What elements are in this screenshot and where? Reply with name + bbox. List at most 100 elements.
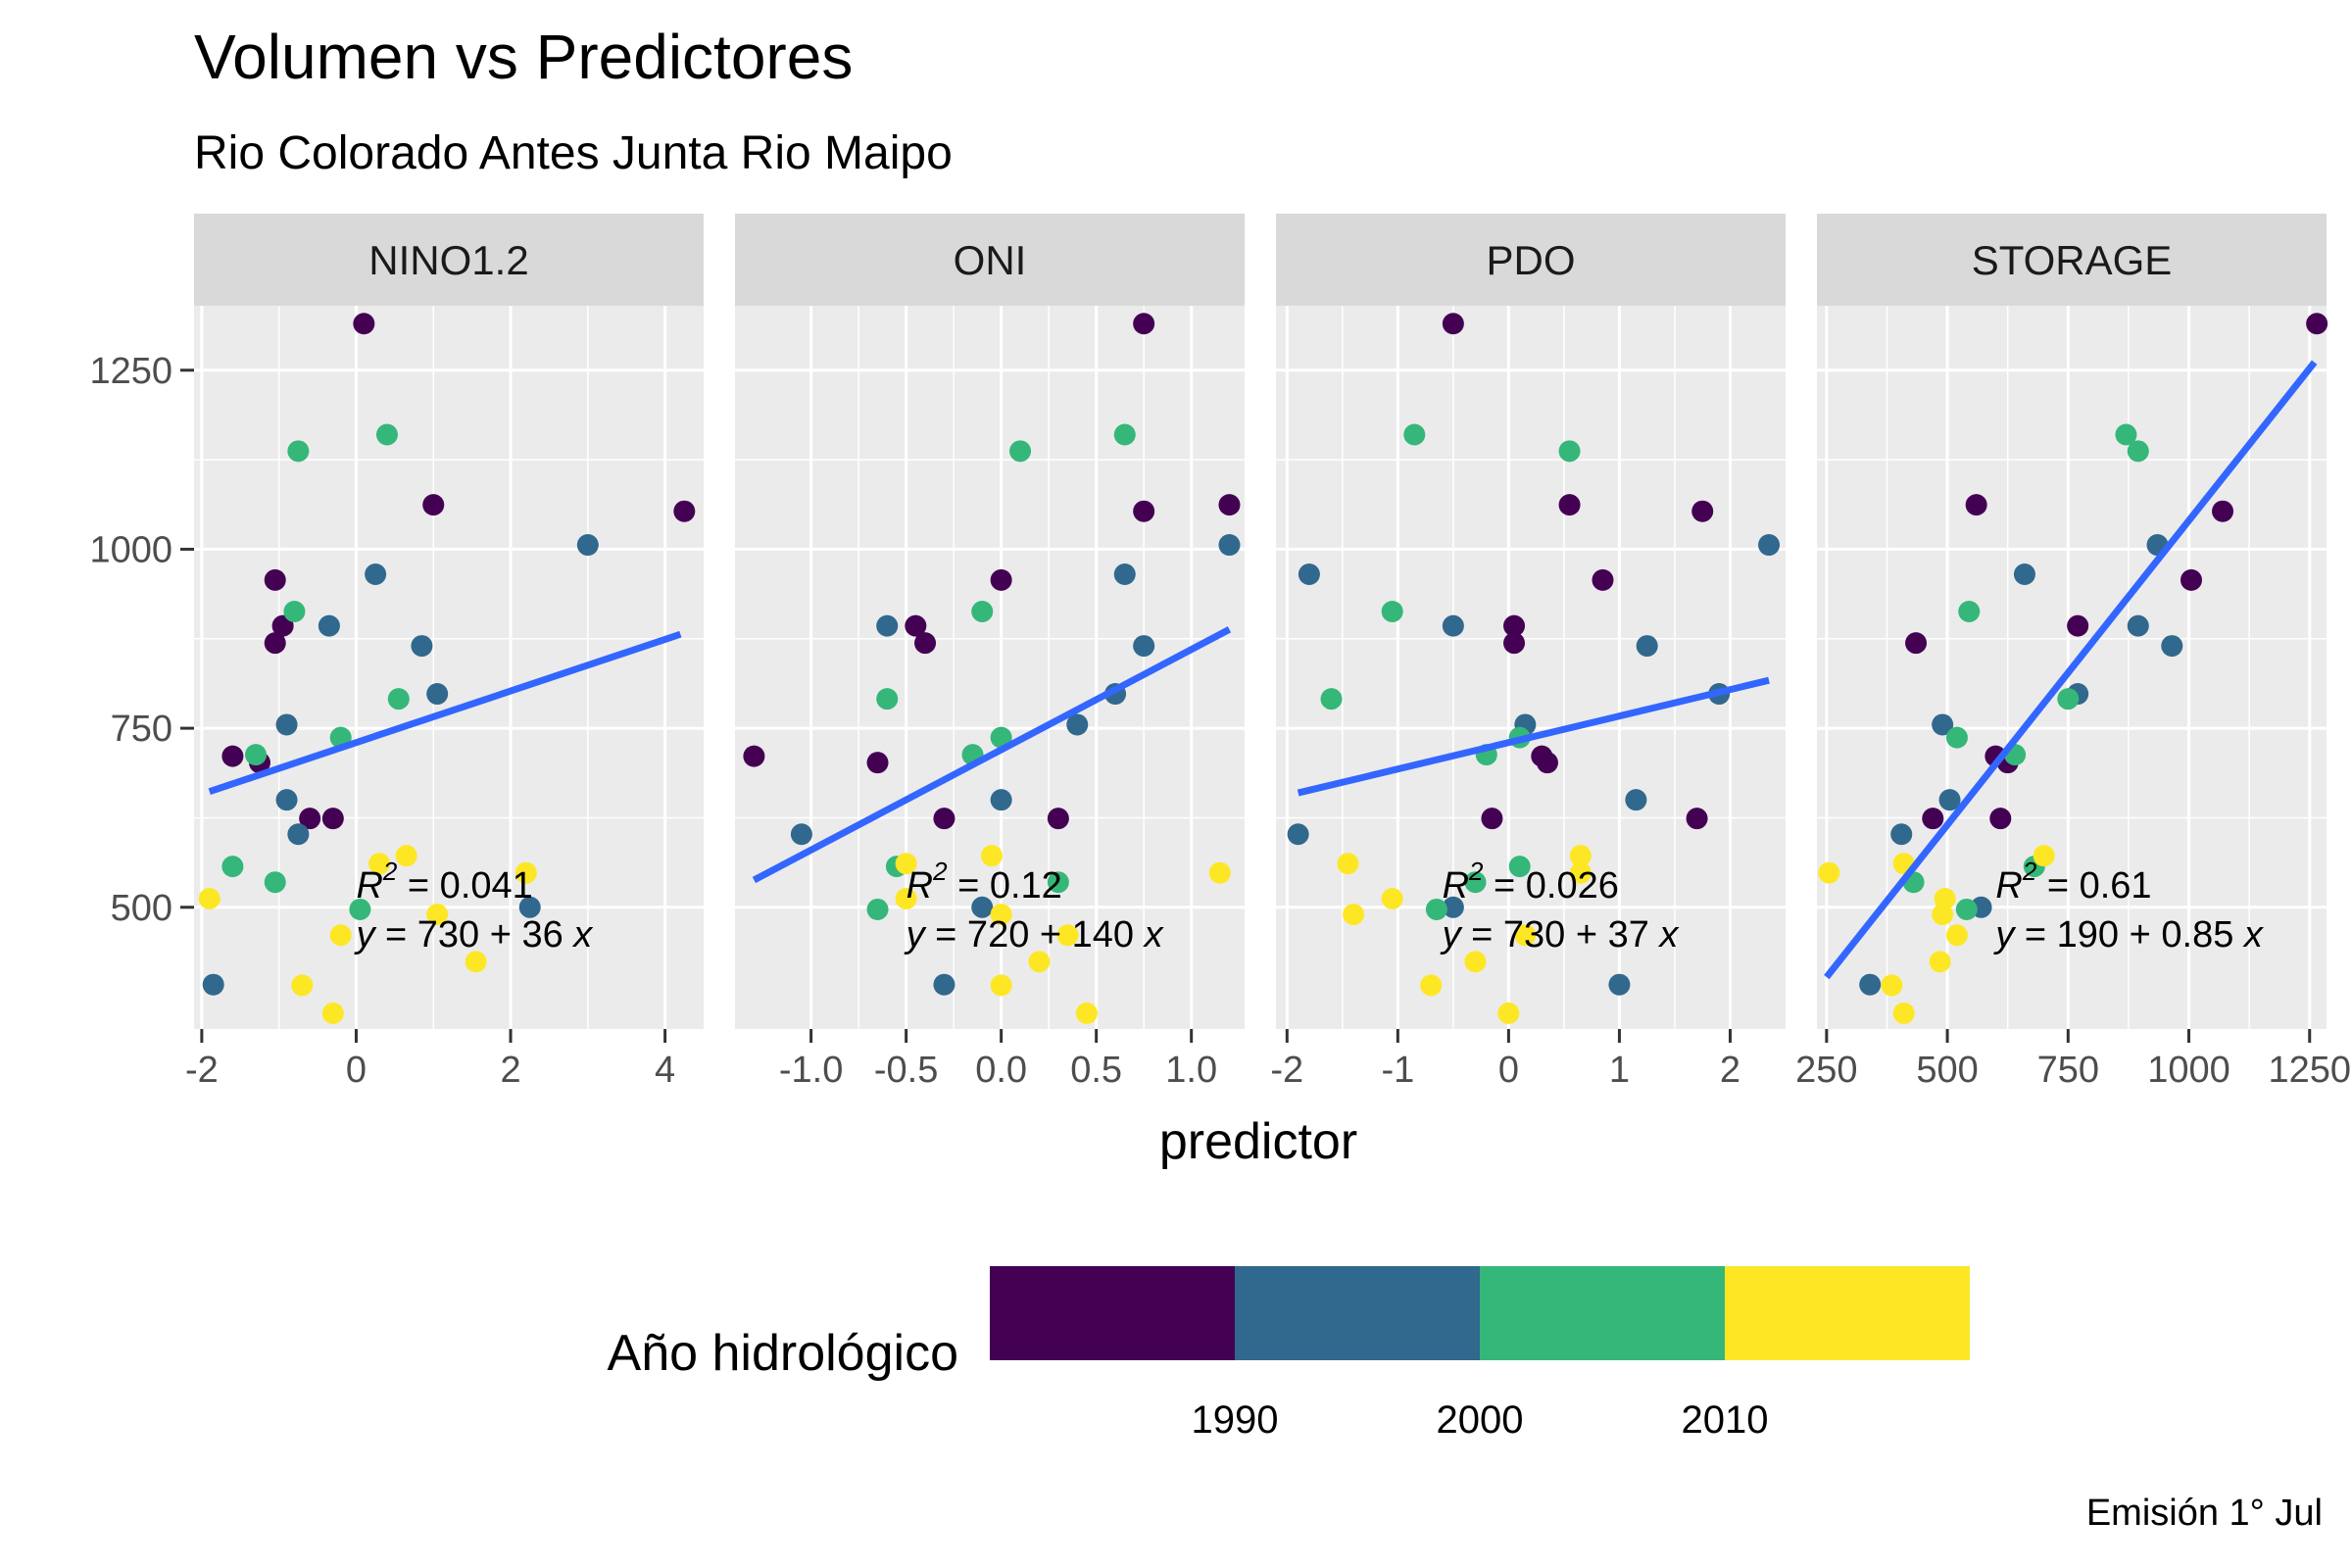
- scatter-point: [1569, 845, 1592, 867]
- scatter-point: [1381, 888, 1403, 910]
- scatter-point: [465, 951, 487, 973]
- panel-storage: STORAGE 250 500 750 1000 1250 R2 = 0.61 y = 190…: [1795, 214, 2351, 1091]
- scatter-point: [990, 568, 1012, 591]
- scatter-point: [1113, 423, 1136, 446]
- equation-annotation: y = 190 + 0.85 x: [1992, 914, 2265, 956]
- scatter-point: [426, 904, 449, 926]
- scatter-point: [1636, 635, 1658, 658]
- scatter-point: [1558, 440, 1581, 463]
- scatter-point: [1133, 500, 1155, 522]
- scatter-point: [1965, 494, 1987, 516]
- regression-line: [1824, 360, 2318, 980]
- scatter-point: [1425, 898, 1447, 920]
- x-tick-label: 1250: [2268, 1050, 2351, 1091]
- scatter-point: [1503, 614, 1526, 637]
- scatter-point: [291, 974, 314, 997]
- scatter-point: [990, 726, 1012, 749]
- y-tick-label: 750: [111, 709, 172, 750]
- scatter-point: [1945, 924, 1968, 947]
- scatter-point: [1945, 726, 1968, 749]
- scatter-point: [1133, 635, 1155, 658]
- x-tick-label: -1.0: [779, 1050, 843, 1091]
- y-tick-label: 500: [111, 888, 172, 929]
- legend-break-label: 2010: [1682, 1398, 1769, 1442]
- scatter-point: [1056, 924, 1079, 947]
- scatter-point: [1859, 973, 1882, 996]
- scatter-point: [1218, 494, 1241, 516]
- scatter-point: [1938, 789, 1961, 811]
- scatter-point: [1337, 853, 1359, 875]
- scatter-point: [1464, 951, 1487, 973]
- x-tick-label: 0.0: [975, 1050, 1027, 1091]
- scatter-point: [426, 683, 449, 706]
- scatter-point: [1608, 973, 1631, 996]
- x-tick-label: 0: [346, 1050, 367, 1091]
- panel-oni: ONI -1.0 -0.5 0.0 0.5 1.0 R2 = 0.12 y = 720 + 1…: [735, 214, 1245, 1091]
- scatter-point: [576, 534, 599, 557]
- legend-break-label: 2000: [1437, 1398, 1524, 1442]
- scatter-point: [971, 601, 994, 623]
- scatter-point: [1905, 632, 1928, 655]
- chart-title: Volumen vs Predictores: [194, 22, 853, 92]
- facet-strip: [1276, 214, 1786, 306]
- scatter-point: [2161, 635, 2183, 658]
- r2-annotation: R2 = 0.12: [906, 857, 1062, 906]
- scatter-point: [1592, 568, 1614, 591]
- x-tick-label: 1: [1609, 1050, 1630, 1091]
- scatter-point: [1514, 924, 1537, 947]
- scatter-point: [1958, 601, 1981, 623]
- scatter-point: [264, 632, 286, 655]
- scatter-point: [368, 853, 391, 875]
- x-tick-label: 0.5: [1070, 1050, 1122, 1091]
- equation-annotation: y = 730 + 36 x: [353, 914, 594, 956]
- scatter-point: [2057, 688, 2080, 710]
- legend-color-segment: [1480, 1266, 1725, 1360]
- scatter-point: [933, 973, 956, 996]
- scatter-point: [1133, 313, 1155, 335]
- x-tick-label: 500: [1916, 1050, 1978, 1091]
- scatter-point: [1343, 904, 1365, 926]
- scatter-point: [1932, 713, 1954, 736]
- scatter-point: [1442, 896, 1464, 918]
- legend-color-segment: [1235, 1266, 1480, 1360]
- x-tick-label: 2: [500, 1050, 520, 1091]
- regression-line: [1297, 676, 1770, 797]
- scatter-point: [518, 896, 541, 918]
- scatter-point: [1569, 861, 1592, 884]
- scatter-point: [202, 973, 224, 996]
- scatter-point: [375, 423, 398, 446]
- x-axis-title: predictor: [1159, 1113, 1357, 1170]
- scatter-point: [1442, 614, 1464, 637]
- scatter-point: [275, 713, 298, 736]
- scatter-point: [1508, 856, 1531, 878]
- scatter-point: [1691, 500, 1714, 522]
- scatter-point: [1989, 808, 2012, 830]
- x-tick-label: -2: [185, 1050, 219, 1091]
- scatter-point: [980, 845, 1003, 867]
- facet-strip: [194, 214, 704, 306]
- scatter-point: [387, 688, 410, 710]
- scatter-point: [2212, 500, 2234, 522]
- x-tick-label: 1.0: [1165, 1050, 1217, 1091]
- scatter-point: [264, 871, 286, 894]
- scatter-point: [1890, 823, 1913, 846]
- facet-label: PDO: [1486, 237, 1575, 283]
- scatter-point: [1442, 313, 1464, 335]
- scatter-point: [1922, 808, 1944, 830]
- scatter-point: [395, 845, 417, 867]
- scatter-point: [1955, 898, 1978, 920]
- x-tick-label: -0.5: [874, 1050, 938, 1091]
- scatter-point: [1464, 871, 1487, 894]
- x-tick-label: 2: [1720, 1050, 1740, 1091]
- scatter-point: [876, 614, 899, 637]
- scatter-point: [221, 745, 244, 767]
- scatter-point: [2013, 564, 2035, 586]
- scatter-point: [1320, 688, 1343, 710]
- scatter-point: [1420, 974, 1443, 997]
- scatter-point: [1503, 632, 1526, 655]
- scatter-point: [287, 823, 310, 846]
- panels: NINO1.2 -2 0 2 4 R2 = 0.041 y = 730 + 36 x ONI -…: [185, 214, 2351, 1091]
- facet-strip: [1817, 214, 2327, 306]
- scatter-point: [2115, 423, 2137, 446]
- scatter-point: [1113, 564, 1136, 586]
